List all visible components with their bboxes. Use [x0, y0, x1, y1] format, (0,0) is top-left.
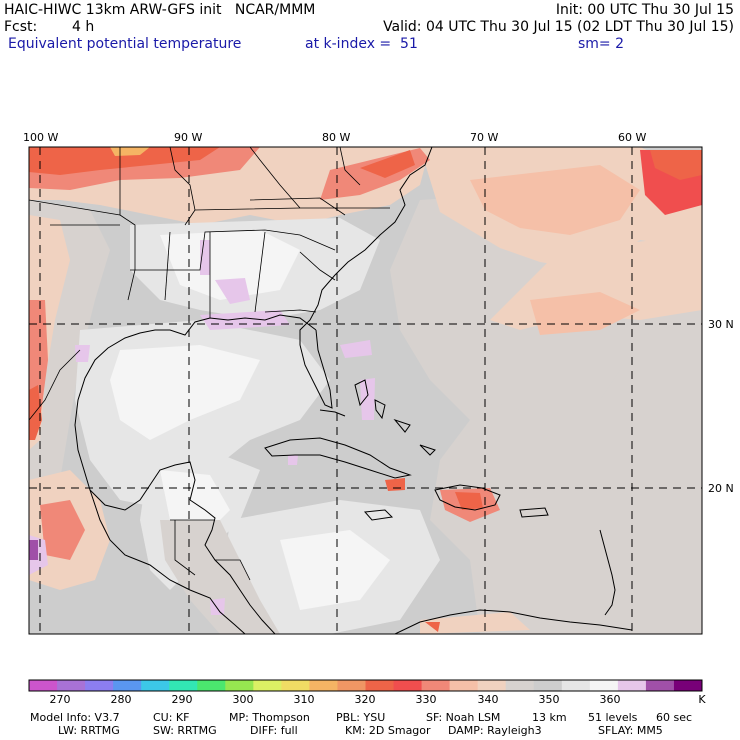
coastlines	[74, 147, 633, 634]
valid-time: Valid: 04 UTC Thu 30 Jul 15 (02 LDT Thu …	[383, 19, 734, 35]
lon-label-80w: 80 W	[322, 131, 351, 144]
map-frame	[28, 146, 703, 635]
footer-damp: DAMP: Rayleigh3	[448, 724, 542, 737]
lat-label-20n: 20 N	[708, 482, 734, 495]
footer-sflay: SFLAY: MM5	[598, 724, 663, 737]
colorbar-swatch	[477, 680, 507, 691]
colorbar-swatch	[281, 680, 310, 691]
colorbar-swatch	[141, 680, 170, 691]
lat-label-30n: 30 N	[708, 318, 734, 331]
colorbar-swatch	[449, 680, 479, 691]
map-title: HAIC-HIWC 13km ARW-GFS init NCAR/MMM	[4, 2, 316, 18]
colorbar-label-270: 270	[49, 693, 71, 706]
graticule	[29, 147, 702, 634]
colorbar-swatch	[533, 680, 563, 691]
colorbar-label-330: 330	[415, 693, 437, 706]
smoothing: sm= 2	[578, 36, 625, 52]
footer-pbl: PBL: YSU	[336, 711, 386, 724]
colorbar-swatch	[365, 680, 395, 691]
init-time: Init: 00 UTC Thu 30 Jul 15	[555, 2, 734, 18]
colorbar-label-360: 360	[599, 693, 621, 706]
colorbar-swatch	[309, 680, 338, 691]
colorbar-swatch	[29, 680, 58, 691]
colorbar-swatch	[673, 680, 703, 691]
colorbar-unit: K	[698, 693, 706, 706]
footer-levels: 51 levels	[588, 711, 638, 724]
footer-timestep: 60 sec	[656, 711, 693, 724]
theta-e-field	[29, 147, 702, 634]
footer-model-info: Model Info: V3.7	[30, 711, 120, 724]
colorbar-swatch	[393, 680, 423, 691]
footer-sw: SW: RRTMG	[153, 724, 217, 737]
lon-label-70w: 70 W	[470, 131, 499, 144]
colorbar-swatch	[253, 680, 282, 691]
lon-label-60w: 60 W	[618, 131, 647, 144]
level-index: at k-index = 51	[305, 36, 418, 52]
footer-sf: SF: Noah LSM	[426, 711, 501, 724]
colorbar-swatch	[197, 680, 226, 691]
footer-diff: DIFF: full	[250, 724, 298, 737]
footer-lw: LW: RRTMG	[58, 724, 120, 737]
colorbar-swatch	[617, 680, 647, 691]
colorbar-label-320: 320	[354, 693, 376, 706]
colorbar	[29, 680, 703, 691]
colorbar-swatch	[645, 680, 675, 691]
colorbar-label-290: 290	[171, 693, 193, 706]
colorbar-swatch	[57, 680, 86, 691]
footer-cu: CU: KF	[153, 711, 190, 724]
footer-km: KM: 2D Smagor	[345, 724, 431, 737]
colorbar-label-350: 350	[538, 693, 560, 706]
colorbar-label-310: 310	[293, 693, 315, 706]
footer-mp: MP: Thompson	[229, 711, 310, 724]
colorbar-swatch	[225, 680, 254, 691]
colorbar-swatch	[337, 680, 366, 691]
colorbar-frame	[28, 679, 703, 692]
colorbar-swatch	[589, 680, 619, 691]
field-name: Equivalent potential temperature	[8, 36, 242, 52]
forecast-hour: 4 h	[72, 19, 95, 35]
colorbar-swatch	[561, 680, 591, 691]
forecast-label: Fcst:	[4, 19, 38, 35]
colorbar-label-340: 340	[477, 693, 499, 706]
colorbar-label-280: 280	[110, 693, 132, 706]
colorbar-swatch	[505, 680, 535, 691]
footer-resolution: 13 km	[532, 711, 567, 724]
lon-label-100w: 100 W	[23, 131, 59, 144]
colorbar-swatch	[421, 680, 451, 691]
colorbar-swatch	[169, 680, 198, 691]
colorbar-swatch	[85, 680, 114, 691]
colorbar-swatch	[113, 680, 142, 691]
state-borders	[29, 147, 390, 581]
colorbar-label-300: 300	[232, 693, 254, 706]
lon-label-90w: 90 W	[174, 131, 203, 144]
